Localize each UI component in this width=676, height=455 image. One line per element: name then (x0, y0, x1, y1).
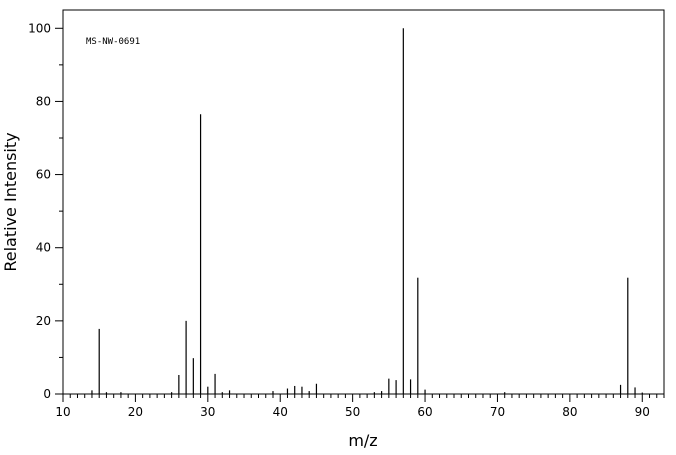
x-tick-label: 50 (345, 405, 360, 419)
y-tick-label: 100 (28, 21, 51, 35)
y-tick-label: 20 (36, 314, 51, 328)
y-tick-label: 0 (43, 387, 51, 401)
y-tick-label: 40 (36, 241, 51, 255)
y-tick-label: 60 (36, 168, 51, 182)
x-tick-label: 20 (128, 405, 143, 419)
x-tick-label: 40 (273, 405, 288, 419)
x-tick-label: 30 (200, 405, 215, 419)
y-axis-title: Relative Intensity (1, 132, 20, 271)
y-tick-label: 80 (36, 94, 51, 108)
x-tick-label: 10 (55, 405, 70, 419)
x-tick-label: 80 (562, 405, 577, 419)
x-axis-title: m/z (348, 431, 377, 450)
spectrum-peaks (91, 28, 643, 394)
x-tick-label: 60 (417, 405, 432, 419)
x-axis-ticks: 10 20 30 40 50 60 70 80 90 (55, 394, 665, 419)
x-tick-label: 90 (635, 405, 650, 419)
plot-frame (62, 9, 665, 395)
spectrum-id-annotation: MS-NW-0691 (86, 37, 140, 47)
y-axis-ticks: 0 20 40 60 80 100 (28, 21, 63, 401)
x-tick-label: 70 (490, 405, 505, 419)
